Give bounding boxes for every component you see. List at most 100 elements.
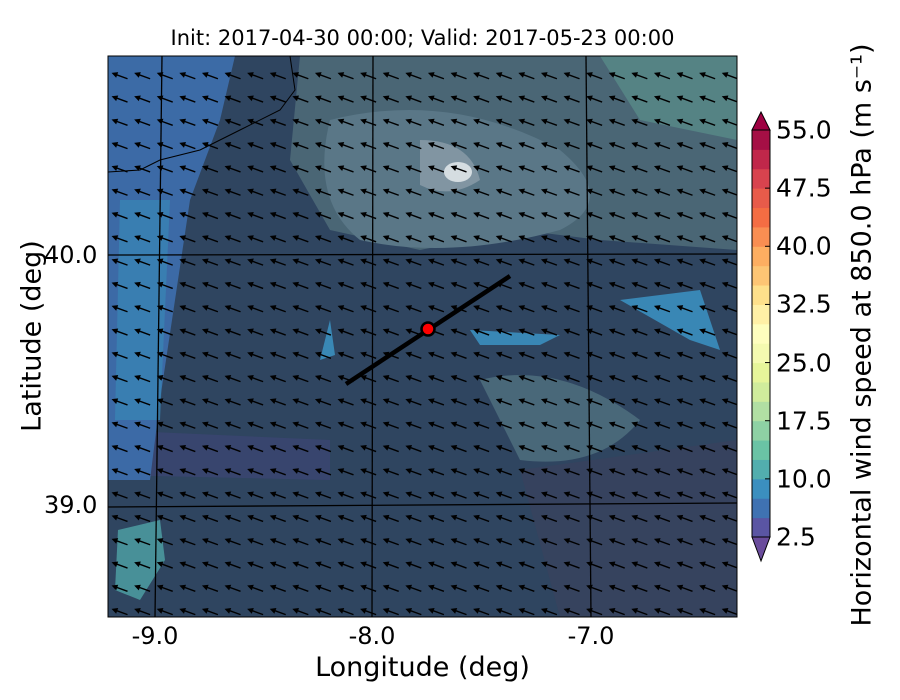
wind-arrow [269,351,286,359]
wind-arrow [495,351,512,359]
wind-arrow [337,95,354,103]
wind-arrow [314,398,332,406]
wind-arrow [495,444,512,453]
wind-arrow [699,444,716,453]
wind-arrow [360,608,377,616]
wind-arrow [653,561,671,569]
wind-arrow [540,514,558,523]
wind-arrow [495,235,512,243]
wind-arrow [224,235,241,243]
wind-arrow [540,608,558,616]
wind-arrow [337,421,354,429]
wind-arrow [382,375,399,383]
wind-arrow [405,608,422,616]
wind-arrow [269,468,286,476]
wind-arrow [382,258,399,266]
colorbar-bin [752,304,770,325]
wind-arrow [699,72,716,80]
wind-arrow [518,142,535,150]
wind-arrow [631,375,648,383]
wind-arrow [540,328,558,336]
wind-arrow [563,584,580,592]
wind-arrow [653,468,671,476]
wind-arrow [721,235,737,243]
wind-arrow [179,491,196,499]
wind-arrow [676,281,693,290]
wind-arrow [179,538,196,546]
wind-arrow [224,258,241,266]
wind-arrow [721,188,737,196]
colorbar-bin [752,459,770,480]
wind-arrow [247,444,264,453]
wind-arrow [473,142,490,150]
wind-arrow [563,305,580,313]
wind-arrow [699,538,716,546]
wind-arrow [676,398,693,406]
colorbar-bin [752,362,770,383]
wind-arrow [450,328,467,336]
wind-arrow [518,514,535,523]
wind-arrow [676,514,693,523]
wind-arrow [473,468,490,476]
wind-arrow [382,421,399,429]
wind-arrow [314,375,332,383]
wind-arrow [518,328,535,336]
wind-arrow [292,188,309,196]
wind-arrow [495,538,512,546]
wind-arrow [540,235,558,243]
wind-arrow [382,235,399,243]
wind-arrow [405,375,422,383]
wind-arrow [224,468,241,476]
wind-arrow [269,305,286,313]
wind-arrow [608,95,625,103]
parallel-39 [108,502,737,508]
colorbar-bin [752,246,770,267]
wind-arrow [586,351,603,359]
wind-arrow [179,328,196,336]
colorbar-bin [752,168,770,189]
wind-arrow [631,538,648,546]
wind-arrow [540,538,558,546]
wind-arrow [382,72,399,80]
wind-arrow [247,398,264,406]
wind-arrow [450,258,467,266]
wind-arrow [247,142,264,150]
wind-arrow [699,351,716,359]
wind-arrow [450,491,467,499]
wind-arrow [653,514,671,523]
wind-arrow [292,142,309,150]
wind-arrow [473,95,490,103]
wind-arrow [360,584,377,592]
wind-arrow [540,281,558,290]
wind-arrow [450,95,467,103]
colorbar-bin [752,285,770,305]
wind-arrow [563,538,580,546]
wind-arrow [179,421,196,429]
wind-arrow [540,165,558,173]
wind-arrow [201,514,219,523]
wind-arrow [608,375,625,383]
wind-arrow [473,584,490,592]
wind-arrow [676,235,693,243]
wind-arrow [224,95,241,103]
wind-arrow [518,375,535,383]
wind-arrow [699,608,716,616]
wind-arrow [269,142,286,150]
wind-arrow [224,421,241,429]
wind-arrow [269,538,286,546]
wind-arrow [653,281,671,290]
wind-arrow [111,328,128,336]
wind-arrow [224,561,241,569]
wind-arrow [314,584,332,592]
wind-arrow [631,584,648,592]
meridian--8 [371,56,374,617]
wind-arrow [111,468,128,476]
wind-arrow [473,491,490,499]
wind-arrow [269,444,286,453]
wind-arrow [337,142,354,150]
wind-arrow [473,328,490,336]
wind-arrow [608,421,625,429]
wind-arrow [540,351,558,359]
wind-arrow [721,72,737,80]
wind-arrow [224,375,241,383]
